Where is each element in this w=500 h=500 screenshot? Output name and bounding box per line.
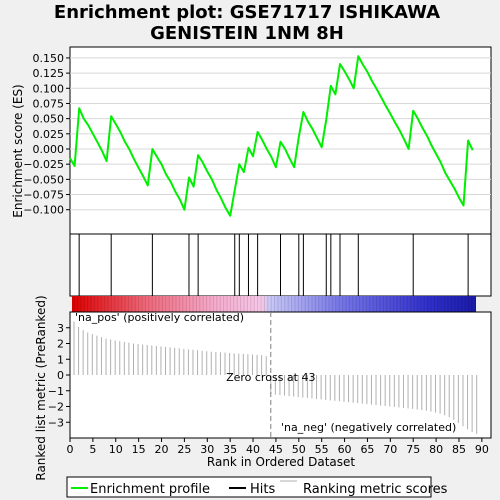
positive-correlation-label: 'na_pos' (positively correlated) (75, 311, 244, 324)
x-tick-label: 80 (429, 443, 443, 456)
es-y-tick-label: 0.025 (33, 128, 65, 141)
x-tick-label: 70 (383, 443, 397, 456)
chart-title-line-1: Enrichment plot: GSE71717 ISHIKAWA (54, 2, 440, 23)
es-y-axis-label: Enrichment score (ES) (11, 84, 25, 217)
es-gridlines (70, 57, 491, 211)
es-y-tick-label: 0.150 (33, 52, 65, 65)
es-y-tick-label: 0.050 (33, 113, 65, 126)
es-y-tick-label: −0.075 (23, 189, 64, 202)
x-tick-label: 5 (89, 443, 96, 456)
negative-correlation-label: 'na_neg' (negatively correlated) (281, 421, 456, 434)
x-tick-label: 55 (315, 443, 329, 456)
heat-bar-stripes (73, 296, 476, 312)
hits-marks (78, 234, 469, 296)
es-y-tick-label: 0.100 (33, 82, 65, 95)
chart-title-line-2: GENISTEIN 1NM 8H (150, 23, 344, 44)
metric-y-tick-label: 1 (57, 353, 64, 366)
metric-y-tick-label: −2 (48, 401, 64, 414)
es-panel (69, 46, 492, 235)
es-y-tick-label: −0.025 (23, 158, 64, 171)
x-tick-label: 90 (475, 443, 489, 456)
x-tick-label: 35 (223, 443, 237, 456)
legend-ranking-label: Ranking metric scores (303, 482, 448, 497)
metric-y-tick-label: 3 (57, 322, 64, 335)
x-axis-label: Rank in Ordered Dataset (207, 455, 355, 469)
es-y-axis: −0.100 −0.075 −0.050 −0.025 0.000 0.025 0.050 0… (23, 52, 70, 217)
x-tick-label: 85 (452, 443, 466, 456)
es-y-tick-label: −0.100 (23, 204, 64, 217)
x-tick-label: 65 (360, 443, 374, 456)
x-tick-label: 45 (269, 443, 283, 456)
legend-hits-label: Hits (250, 482, 275, 497)
ranking-heat-bar (72, 296, 476, 312)
es-y-tick-label: 0.075 (33, 97, 65, 110)
x-tick-label: 30 (200, 443, 214, 456)
es-y-tick-label: −0.050 (23, 173, 64, 186)
metric-y-axis-label: Ranked list metric (PreRanked) (34, 295, 48, 480)
enrichment-profile-line (69, 55, 474, 217)
metric-panel (69, 311, 492, 439)
zero-cross-label: Zero cross at 43 (226, 371, 315, 384)
x-tick-label: 10 (109, 443, 123, 456)
x-axis: 0 5 10 15 20 25 30 35 40 45 50 55 60 65 70 75 80 85 90 (67, 438, 489, 456)
x-tick-label: 40 (246, 443, 260, 456)
x-tick-label: 60 (338, 443, 352, 456)
x-tick-label: 50 (292, 443, 306, 456)
metric-y-tick-label: −1 (48, 385, 64, 398)
legend-enrichment-label: Enrichment profile (90, 482, 210, 497)
metric-y-tick-label: 0 (57, 369, 64, 382)
x-tick-label: 20 (155, 443, 169, 456)
metric-y-tick-label: −3 (48, 416, 64, 429)
metric-y-axis: 3 2 1 0 −1 −2 −3 (48, 322, 70, 429)
x-tick-label: 75 (406, 443, 420, 456)
x-tick-label: 25 (177, 443, 191, 456)
metric-y-tick-label: 2 (57, 338, 64, 351)
legend-box (66, 476, 432, 498)
es-y-tick-label: 0.125 (33, 67, 65, 80)
x-tick-label: 0 (67, 443, 74, 456)
es-y-tick-label: 0.000 (33, 143, 65, 156)
ranking-metric-bars (73, 321, 478, 435)
x-tick-label: 15 (132, 443, 146, 456)
